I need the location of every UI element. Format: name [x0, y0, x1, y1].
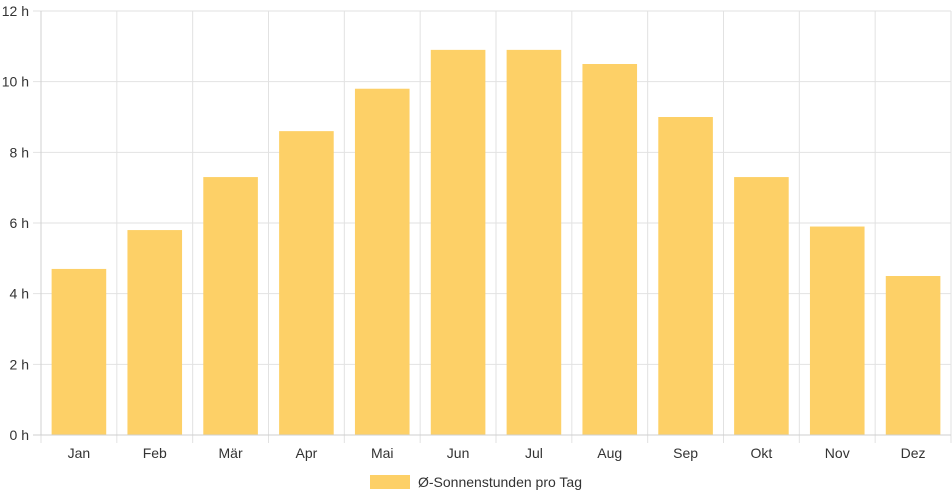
legend[interactable]: Ø-Sonnenstunden pro Tag: [0, 470, 952, 494]
bars: [51, 49, 941, 436]
legend-label: Ø-Sonnenstunden pro Tag: [418, 474, 582, 490]
bar-jul[interactable]: [506, 49, 562, 435]
x-tick-label: Jul: [525, 445, 543, 461]
bar-mär[interactable]: [203, 177, 258, 436]
x-tick-label: Mär: [219, 445, 243, 461]
legend-swatch: [370, 475, 410, 489]
x-tick-label: Okt: [751, 445, 773, 461]
bar-feb[interactable]: [127, 230, 183, 435]
chart-plot-area: 0 h 2 h 4 h 6 h 8 h 10 h 12 h Jan Feb Mär Apr Mai Ju…: [2, 3, 952, 461]
x-tick-label: Aug: [597, 445, 622, 461]
x-tick-label: Jun: [447, 445, 470, 461]
x-tick-label: Jan: [68, 445, 91, 461]
bar-dez[interactable]: [885, 276, 941, 435]
y-tick-label: 12 h: [2, 3, 29, 19]
bar-sep[interactable]: [658, 117, 713, 435]
bar-okt[interactable]: [734, 177, 789, 436]
x-tick-label: Dez: [901, 445, 926, 461]
x-tick-label: Mai: [371, 445, 394, 461]
y-tick-label: 6 h: [10, 215, 29, 231]
y-tick-label: 10 h: [2, 74, 29, 90]
grid-lines: [33, 10, 952, 443]
y-tick-label: 2 h: [10, 356, 29, 372]
y-tick-label: 4 h: [10, 286, 29, 302]
y-tick-label: 8 h: [10, 144, 29, 160]
x-tick-label: Sep: [673, 445, 698, 461]
axes: 0 h 2 h 4 h 6 h 8 h 10 h 12 h Jan Feb Mär Apr Mai Ju…: [2, 3, 951, 461]
bar-jun[interactable]: [430, 49, 486, 435]
bar-mai[interactable]: [354, 88, 410, 435]
y-tick-label: 0 h: [10, 427, 29, 443]
x-tick-label: Apr: [296, 445, 318, 461]
bar-jan[interactable]: [51, 268, 107, 435]
bar-nov[interactable]: [809, 226, 865, 435]
bar-aug[interactable]: [582, 64, 638, 435]
bar-apr[interactable]: [279, 131, 334, 435]
x-tick-label: Nov: [825, 445, 850, 461]
x-tick-label: Feb: [143, 445, 167, 461]
